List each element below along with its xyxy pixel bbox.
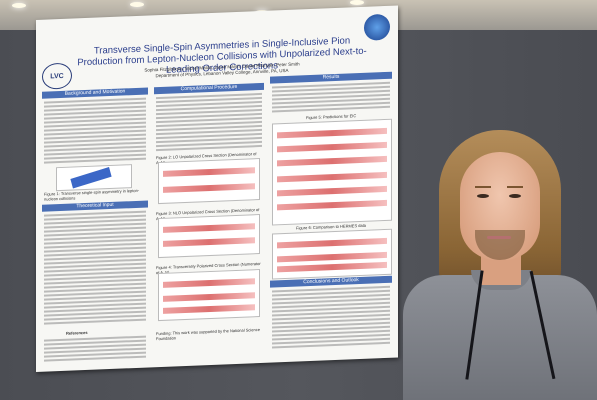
right-eyebrow	[507, 186, 523, 188]
figure-2-plot	[158, 158, 260, 205]
presenter	[397, 120, 597, 400]
neck	[481, 255, 521, 285]
figure-1-plot	[56, 164, 132, 192]
left-eyebrow	[475, 186, 491, 188]
figure-6-plot-grid	[272, 228, 392, 280]
ceiling-light	[350, 0, 364, 5]
figure-3-plot	[158, 214, 260, 259]
college-logo: LVC	[42, 62, 72, 90]
figure-5-plot-grid	[272, 118, 392, 226]
ceiling-light	[12, 3, 26, 8]
ceiling-light	[130, 2, 144, 7]
references-heading: References	[66, 329, 88, 336]
figure-4-plot	[158, 269, 260, 322]
results-text	[272, 81, 390, 115]
funding-note: Funding: This work was supported by the …	[156, 327, 260, 342]
gray-polo-shirt	[403, 275, 597, 400]
theory-text	[44, 210, 146, 327]
section-theory: Theoretical Input	[42, 200, 148, 212]
references-text	[44, 335, 146, 364]
background-text	[44, 97, 146, 166]
computational-text	[156, 92, 262, 153]
left-eye	[477, 194, 489, 198]
section-background: Background and Motivation	[42, 87, 148, 99]
right-eye	[509, 194, 521, 198]
mouth	[487, 236, 511, 239]
conclusions-text	[272, 285, 390, 351]
research-poster: LVC Transverse Single-Spin Asymmetries i…	[36, 5, 398, 373]
